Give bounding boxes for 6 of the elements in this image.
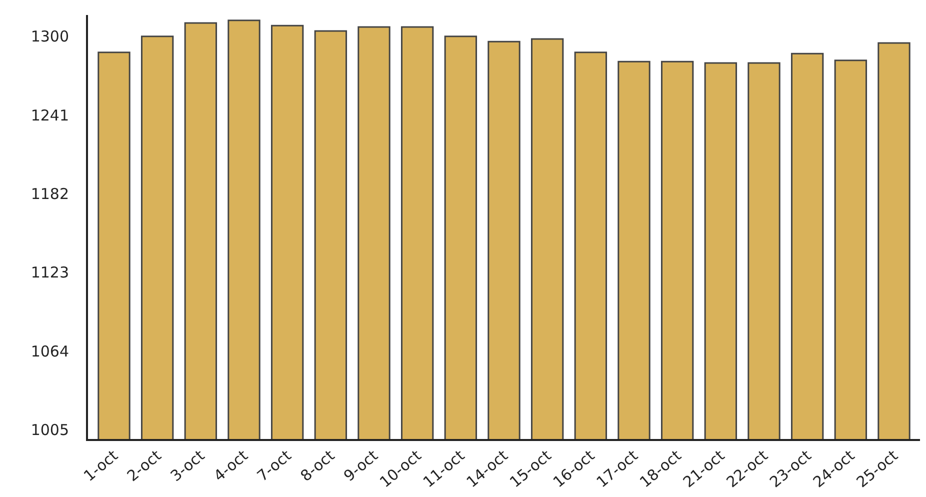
y-tick-label: 1123 (30, 264, 69, 282)
y-tick-label: 1241 (30, 106, 69, 124)
y-tick-label: 1300 (30, 28, 69, 46)
y-tick-label: 1005 (30, 420, 69, 439)
y-tick-label: 1064 (30, 342, 69, 360)
y-tick-label: 1182 (30, 184, 69, 203)
